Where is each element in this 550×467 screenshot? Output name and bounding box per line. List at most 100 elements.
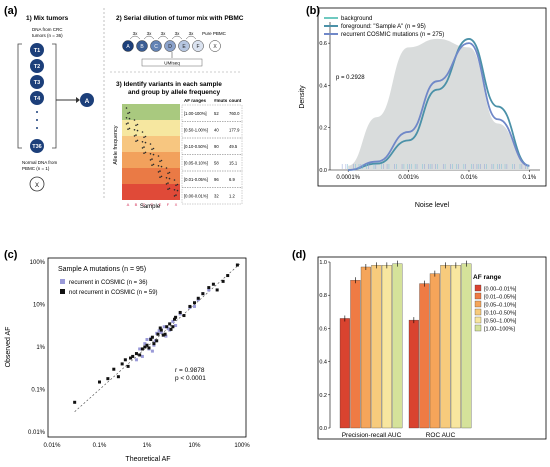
scatter-point: [134, 358, 138, 362]
scatter-legend: recurrent in COSMIC (n = 36) not recurren…: [60, 279, 158, 296]
af-table-cell: [0.05-0.10%]: [184, 160, 208, 165]
ellipsis-dot: [36, 127, 38, 129]
scatter-point: [193, 304, 196, 308]
scatter-point: [182, 314, 186, 318]
scatter-point: [149, 338, 153, 342]
scatter-point: [106, 377, 110, 381]
scatter-point: [211, 282, 215, 286]
variant-dot: [160, 165, 163, 168]
scatter-point: [171, 325, 175, 329]
af-table-cell: 90: [214, 144, 219, 149]
scatter-point: [207, 288, 211, 292]
scatter-point: [164, 334, 168, 338]
variant-dot: [157, 155, 160, 157]
scatter-point: [235, 263, 239, 267]
af-table: AF ranges #muts count [1.00-100%] 52 760.0 [0.…: [181, 98, 243, 205]
variant-dot: [127, 122, 129, 124]
variant-dot: [157, 165, 160, 167]
auc-y-tick-label: 0.6: [319, 326, 327, 332]
variant-dot: [173, 195, 176, 197]
dilution-node-label: E: [182, 44, 186, 50]
scatter-xlabel: Theoretical AF: [125, 456, 170, 463]
dilution-node: [136, 40, 148, 52]
auc-y-tick-label: 0.2: [319, 393, 327, 399]
dilution-node-label: D: [168, 44, 172, 50]
af-sample-tick: F: [167, 202, 170, 207]
panel-d-label: (d): [292, 249, 306, 261]
step3-title-2: and group by allele frequency: [128, 89, 220, 96]
scatter-point: [145, 343, 149, 347]
tumor-node-label: T2: [34, 64, 40, 70]
scatter-point: [152, 343, 156, 347]
scatter-point: [173, 317, 177, 321]
density-y-tick-label: 0.0: [319, 168, 327, 174]
scatter-point: [188, 304, 192, 308]
af-table-cell: 760.0: [229, 111, 240, 116]
variant-dot: [133, 135, 136, 137]
af-table-cell: 52: [214, 111, 219, 116]
af-table-cell: [0.01-0.05%]: [184, 177, 208, 182]
tumor-node-label: T3: [34, 80, 40, 86]
af-sample-tick: B: [135, 202, 138, 207]
mix-node-label: A: [85, 98, 90, 105]
variant-dot: [176, 183, 179, 186]
variant-dot: [135, 140, 137, 142]
variant-dot: [127, 112, 129, 115]
normal-node: [29, 176, 45, 192]
auc-legend-label: [0.01–0.05%]: [484, 295, 517, 301]
dilution-node: [209, 40, 221, 52]
auc-y-tick-label: 1.0: [319, 260, 327, 266]
scatter-point: [129, 356, 133, 360]
variant-dot: [173, 179, 176, 181]
normal-node-label: X: [35, 183, 39, 189]
variant-dot: [160, 175, 163, 178]
variant-dot: [152, 153, 155, 156]
auc-legend-swatch: [474, 300, 482, 308]
af-table-cell: 1.2: [229, 193, 235, 198]
scatter-x-tick-label: 0.01%: [43, 443, 61, 449]
scatter-x-tick-label: 100%: [234, 443, 250, 449]
dilution-node: [122, 40, 134, 52]
variant-dot: [168, 177, 171, 180]
tumor-node-label: T36: [32, 144, 41, 150]
af-band: [122, 184, 180, 200]
af-table-cell: [0.10-0.50%]: [184, 144, 208, 149]
density-plot: 0.0 0.2 0.4 0.6 0.0001% 0.001% 0.01% 0.1%: [319, 22, 540, 181]
auc-bar: [408, 319, 419, 429]
tumor-bracket-right: [52, 43, 57, 149]
scatter-point: [156, 332, 160, 336]
density-pvalue: p = 0.2928: [336, 75, 365, 81]
scatter-point: [159, 330, 163, 334]
variant-dot: [144, 141, 147, 144]
auc-group-label: ROC AUC: [426, 432, 456, 439]
variant-dot: [152, 163, 155, 166]
scatter-p: p < 0.0001: [175, 375, 206, 382]
scatter-point: [163, 332, 167, 336]
scatter-point: [174, 324, 178, 328]
variant-dot: [175, 184, 177, 187]
variant-dot: [141, 141, 144, 143]
density-y-tick-label: 0.4: [319, 83, 327, 89]
af-table-cell: [0.00-0.01%]: [184, 193, 208, 198]
tumor-node-label: T1: [34, 48, 40, 54]
af-sample-tick: X: [175, 202, 178, 207]
dilution-factor: 3x: [189, 31, 195, 36]
dilution-node-label: X: [213, 44, 217, 50]
scatter-x-tick-label: 0.1%: [93, 443, 107, 449]
scatter-point: [168, 322, 172, 326]
variant-dot: [149, 153, 152, 155]
scatter-point: [116, 375, 120, 379]
pure-pbmc-label: Pure PBMC: [202, 31, 227, 36]
dilution-arrow: [157, 35, 169, 40]
scatter-point: [123, 358, 127, 362]
variant-dot: [143, 146, 145, 148]
density-xlabel: Noise level: [415, 202, 450, 209]
auc-bar: [461, 263, 472, 429]
auc-y-tick-label: 0.8: [319, 293, 327, 299]
step3-title-1: 3) Identify variants in each sample: [116, 81, 222, 88]
scatter-point: [98, 380, 101, 384]
scatter-point: [138, 353, 142, 357]
density-y-tick-label: 0.6: [319, 41, 327, 47]
auc-group-label: Precision-recall AUC: [342, 432, 402, 439]
